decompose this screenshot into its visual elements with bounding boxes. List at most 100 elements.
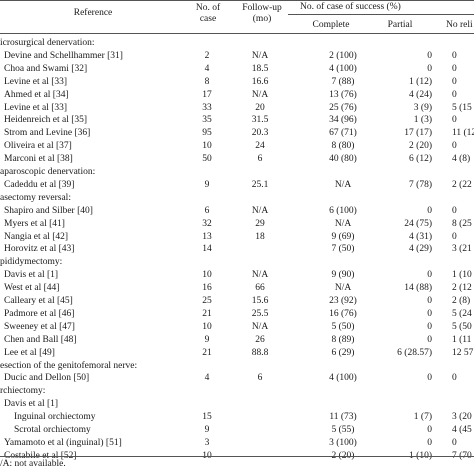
header-bottom-rule xyxy=(0,33,474,34)
table-row: icrosurgical denervation: xyxy=(0,37,474,49)
partial-cell: 0 xyxy=(427,296,432,306)
table-row: aparoscopic denervation: xyxy=(0,166,474,178)
reference-cell: asectomy reversal: xyxy=(0,192,71,203)
table-row: esection of the genitofemoral nerve: xyxy=(0,360,474,372)
complete-cell: 5 (50) xyxy=(331,321,355,332)
complete-cell: 5 (55) xyxy=(331,425,355,435)
complete-cell: 11 (73) xyxy=(329,412,357,423)
follow-up-cell: 26 xyxy=(255,334,265,345)
table-row: Nangia et al [42] 13 18 9 (69) 4 (31) 0 xyxy=(0,231,474,243)
reference-cell: Oliveira et al [37] xyxy=(4,141,72,152)
case-count-cell: 14 xyxy=(202,244,212,255)
partial-cell: 6 (28.57) xyxy=(397,347,432,358)
partial-cell: 4 (24) xyxy=(409,89,432,100)
no-relief-cell: 2 (22 xyxy=(452,179,472,190)
partial-cell: 0 xyxy=(427,334,432,345)
complete-cell: 34 (96) xyxy=(329,115,357,126)
no-relief-cell: 7 (70 xyxy=(452,450,472,461)
reference-cell: Padmore et al [46] xyxy=(4,308,75,319)
table-row: Calleary et al [45] 25 15.6 23 (92) 0 2 (8) xyxy=(0,295,474,307)
header-success-group: No. of case of success (%) xyxy=(300,2,401,12)
partial-cell: 1 (3) xyxy=(413,115,432,126)
reference-cell: Nangia et al [42] xyxy=(4,231,69,242)
follow-up-cell: 31.5 xyxy=(251,115,269,126)
header-no-relief: No reli xyxy=(446,20,473,30)
case-count-cell: 17 xyxy=(202,89,212,100)
case-count-cell: 4 xyxy=(204,373,210,384)
case-count-cell: 10 xyxy=(202,141,212,152)
table-row: Shapiro and Silber [40] 6 N/A 6 (100) 0 0 xyxy=(0,205,474,217)
table-row: Oliveira et al [37] 10 24 8 (80) 2 (20) 0 xyxy=(0,140,474,152)
no-relief-cell: 1 (11 xyxy=(452,334,472,345)
reference-cell: Heidenreich et al [35] xyxy=(4,115,88,126)
table-row: Davis et al [1] xyxy=(0,398,474,410)
case-count-cell: 6 xyxy=(204,205,210,216)
table-row: Padmore et al [46] 21 25.5 16 (76) 0 5 (24 xyxy=(0,308,474,320)
case-count-cell: 33 xyxy=(202,102,212,113)
reference-cell: Calleary et al [45] xyxy=(4,296,73,306)
complete-cell: 40 (80) xyxy=(329,154,357,165)
reference-cell: Lee et al [49] xyxy=(4,347,55,358)
partial-cell: 4 (31) xyxy=(409,231,432,242)
reference-cell: Strom and Levine [36] xyxy=(4,128,91,139)
complete-cell: 6 (29) xyxy=(331,347,355,358)
complete-cell: 23 (92) xyxy=(329,296,357,306)
no-relief-cell: 8 (25 xyxy=(452,218,472,229)
partial-cell: 0 xyxy=(427,321,432,332)
no-relief-cell: 3 (20 xyxy=(452,412,472,423)
partial-cell: 7 (78) xyxy=(409,179,432,190)
reference-cell: aparoscopic denervation: xyxy=(0,167,96,177)
follow-up-cell: 6 xyxy=(257,154,263,165)
partial-cell: 0 xyxy=(427,437,432,448)
partial-cell: 0 xyxy=(427,205,432,216)
table-row: Scrotal orchiectomy 9 5 (55) 0 4 (45 xyxy=(0,424,474,436)
reference-cell: Marconi et al [38] xyxy=(4,154,73,165)
no-relief-cell: 0 xyxy=(452,141,457,152)
partial-cell: 1 (10) xyxy=(409,450,432,461)
complete-cell: 2 (20) xyxy=(331,450,355,461)
follow-up-cell: N/A xyxy=(251,89,269,100)
follow-up-cell: 20.3 xyxy=(251,128,269,139)
reference-cell: Devine and Schellhammer [31] xyxy=(4,50,123,61)
table-row: Levine et al [33] 33 20 25 (76) 3 (9) 5 (15 xyxy=(0,102,474,114)
table-row: Ducic and Dellon [50] 4 6 4 (100) 0 0 xyxy=(0,372,474,384)
partial-cell: 14 (88) xyxy=(404,283,432,294)
complete-cell: 9 (90) xyxy=(331,270,355,281)
case-count-cell: 15 xyxy=(202,412,212,423)
table-row: Sweeney et al [47] 10 N/A 5 (50) 0 5 (50 xyxy=(0,321,474,333)
table-row: Choa and Swami [32] 4 18.5 4 (100) 0 0 xyxy=(0,63,474,75)
no-relief-cell: 0 xyxy=(452,437,457,448)
reference-cell: Myers et al [41] xyxy=(4,218,65,229)
follow-up-cell: N/A xyxy=(251,270,269,281)
reference-cell: Davis et al [1] xyxy=(4,399,59,410)
no-relief-cell: 2 (12 xyxy=(452,283,472,294)
reference-cell: Davis et al [1] xyxy=(4,270,59,281)
complete-cell: 8 (80) xyxy=(331,141,355,152)
case-count-cell: 2 xyxy=(204,50,210,61)
top-rule xyxy=(0,0,474,1)
case-count-cell: 3 xyxy=(204,437,210,448)
reference-cell: Yamamoto et al (inguinal) [51] xyxy=(4,437,122,448)
complete-cell: 4 (100) xyxy=(329,373,357,384)
table-row: pididymectomy: xyxy=(0,256,474,268)
case-count-cell: 16 xyxy=(202,283,212,294)
table-row: Inguinal orchiectomy 15 11 (73) 1 (7) 3 (20 xyxy=(0,411,474,423)
case-count-cell: 9 xyxy=(204,425,210,435)
case-count-cell: 10 xyxy=(202,450,212,461)
no-relief-cell: 12 57 xyxy=(452,347,474,358)
follow-up-cell: 18.5 xyxy=(251,63,269,74)
header-partial: Partial xyxy=(387,20,413,30)
table-row: Myers et al [41] 32 29 N/A 24 (75) 8 (25 xyxy=(0,218,474,230)
no-relief-cell: 4 (8) xyxy=(452,154,471,165)
case-count-cell: 10 xyxy=(202,270,212,281)
reference-cell: Cadeddu et al [39] xyxy=(4,179,75,190)
footnote: /A: not available. xyxy=(0,459,66,469)
bottom-rule xyxy=(0,456,474,457)
partial-cell: 3 (9) xyxy=(413,102,432,113)
complete-cell: 2 (100) xyxy=(329,50,357,61)
follow-up-cell: 66 xyxy=(255,283,265,294)
no-relief-cell: 3 (21 xyxy=(452,244,472,255)
header-follow-up: Follow-up (mo) xyxy=(242,3,282,24)
no-relief-cell: 5 (15 xyxy=(452,102,472,113)
